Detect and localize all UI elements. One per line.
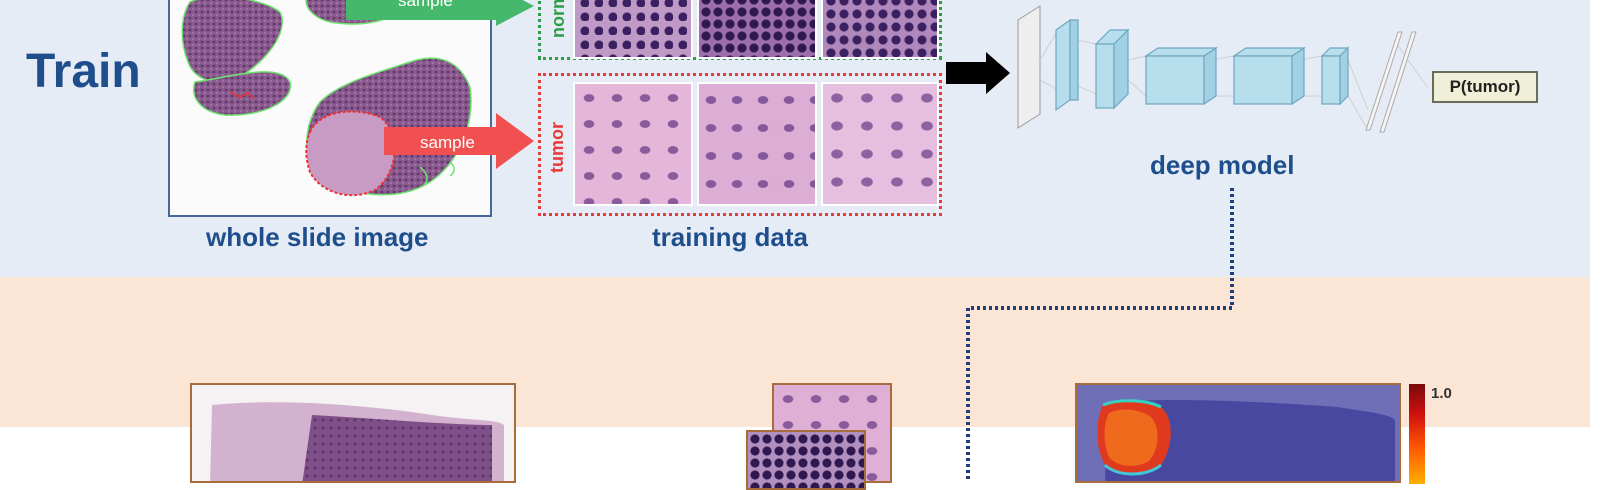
train-title: Train: [26, 45, 141, 98]
deep-model-diagram: [1017, 5, 1429, 133]
tumor-patch-3: [821, 82, 939, 206]
tumor-patch-2: [697, 82, 817, 206]
model-connector: [966, 188, 1234, 480]
tumor-heatmap: [1075, 383, 1401, 483]
normal-patch-3: [821, 0, 939, 59]
sample-arrow-normal: [346, 0, 534, 26]
sample-arrow-tumor: [384, 113, 534, 169]
sample-label-normal: sample: [398, 0, 453, 10]
test-patch-front: [746, 430, 866, 490]
training-caption: training data: [652, 222, 809, 252]
model-input-arrow: [946, 52, 1010, 94]
normal-label: normal: [548, 0, 568, 38]
output-probability-box: P(tumor): [1432, 71, 1538, 103]
normal-patches-box: [538, 0, 942, 60]
wsi-caption: whole slide image: [206, 222, 429, 252]
colorbar-max-label: 1.0: [1431, 385, 1452, 402]
test-slide: [190, 383, 516, 483]
tumor-label: tumor: [547, 122, 567, 173]
model-caption: deep model: [1150, 150, 1295, 180]
sample-label-tumor: sample: [420, 133, 475, 152]
normal-patch-2: [697, 0, 817, 59]
normal-patch-1: [573, 0, 693, 59]
tumor-patches-box: [538, 73, 942, 216]
heatmap-colorbar: [1409, 384, 1425, 484]
whole-slide-image: [168, 0, 492, 217]
tumor-patch-1: [573, 82, 693, 206]
